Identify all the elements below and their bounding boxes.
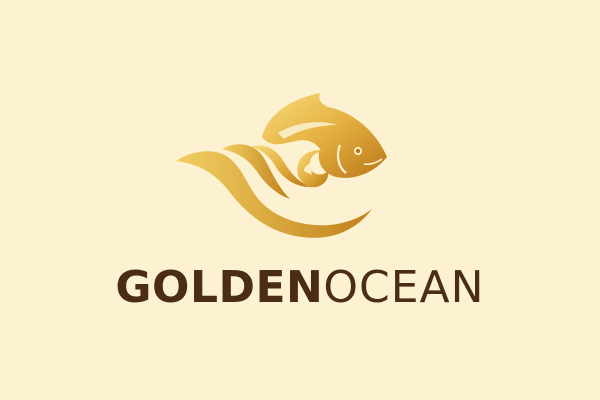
brand-name-light: OCEAN <box>323 262 485 313</box>
brand-name-bold: GOLDEN <box>115 262 324 313</box>
brand-wordmark: GOLDENOCEAN <box>0 263 600 313</box>
fish-and-waves-icon <box>176 93 387 238</box>
